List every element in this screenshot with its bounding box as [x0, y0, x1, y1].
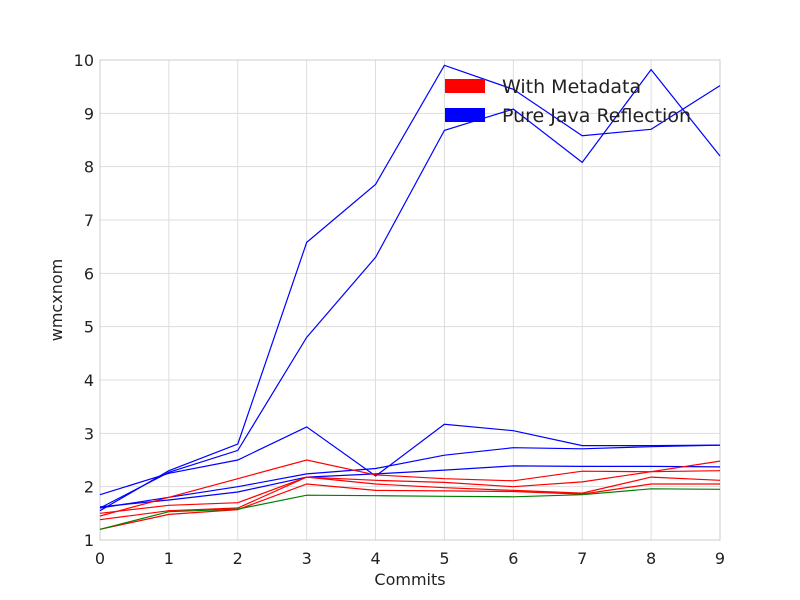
x-axis-label: Commits — [374, 570, 445, 589]
x-tick-label: 3 — [302, 549, 312, 568]
y-axis-label: wmcxnom — [47, 259, 66, 341]
x-tick-label: 5 — [439, 549, 449, 568]
y-tick-label: 9 — [84, 104, 94, 123]
series-layer — [99, 64, 721, 530]
y-tick-label: 3 — [84, 424, 94, 443]
legend-swatch-pure-java-reflection — [445, 108, 485, 122]
y-tick-label: 5 — [84, 318, 94, 337]
series-line-10 — [99, 488, 721, 530]
legend-label-with-metadata: With Metadata — [502, 76, 641, 98]
x-tick-label: 4 — [370, 549, 380, 568]
series-line-3 — [99, 423, 721, 496]
legend: With Metadata Pure Java Reflection — [445, 76, 691, 127]
y-tick-label: 2 — [84, 478, 94, 497]
series-line-6 — [99, 459, 721, 517]
x-tick-label: 7 — [577, 549, 587, 568]
series-line-5 — [99, 465, 721, 508]
y-tick-label: 6 — [84, 264, 94, 283]
series-line-1 — [99, 64, 721, 512]
y-axis-ticks: 1 2 3 4 5 6 7 8 9 10 — [74, 51, 94, 550]
x-axis-ticks: 0 1 2 3 4 5 6 7 8 9 — [95, 549, 725, 568]
series-line-7 — [99, 470, 721, 514]
y-tick-label: 4 — [84, 371, 94, 390]
x-tick-label: 9 — [715, 549, 725, 568]
x-tick-label: 8 — [646, 549, 656, 568]
series-line-9 — [99, 483, 720, 530]
series-line-4 — [99, 444, 721, 509]
series-line-8 — [99, 476, 721, 521]
x-tick-label: 0 — [95, 549, 105, 568]
y-tick-label: 10 — [74, 51, 94, 70]
x-tick-label: 6 — [508, 549, 518, 568]
legend-swatch-with-metadata — [445, 79, 485, 93]
legend-label-pure-java-reflection: Pure Java Reflection — [502, 105, 691, 127]
y-tick-label: 8 — [84, 158, 94, 177]
series-line-2 — [99, 68, 721, 509]
x-tick-label: 2 — [233, 549, 243, 568]
y-tick-label: 1 — [84, 531, 94, 550]
plot-area — [99, 59, 721, 541]
y-tick-label: 7 — [84, 211, 94, 230]
x-tick-label: 1 — [164, 549, 174, 568]
